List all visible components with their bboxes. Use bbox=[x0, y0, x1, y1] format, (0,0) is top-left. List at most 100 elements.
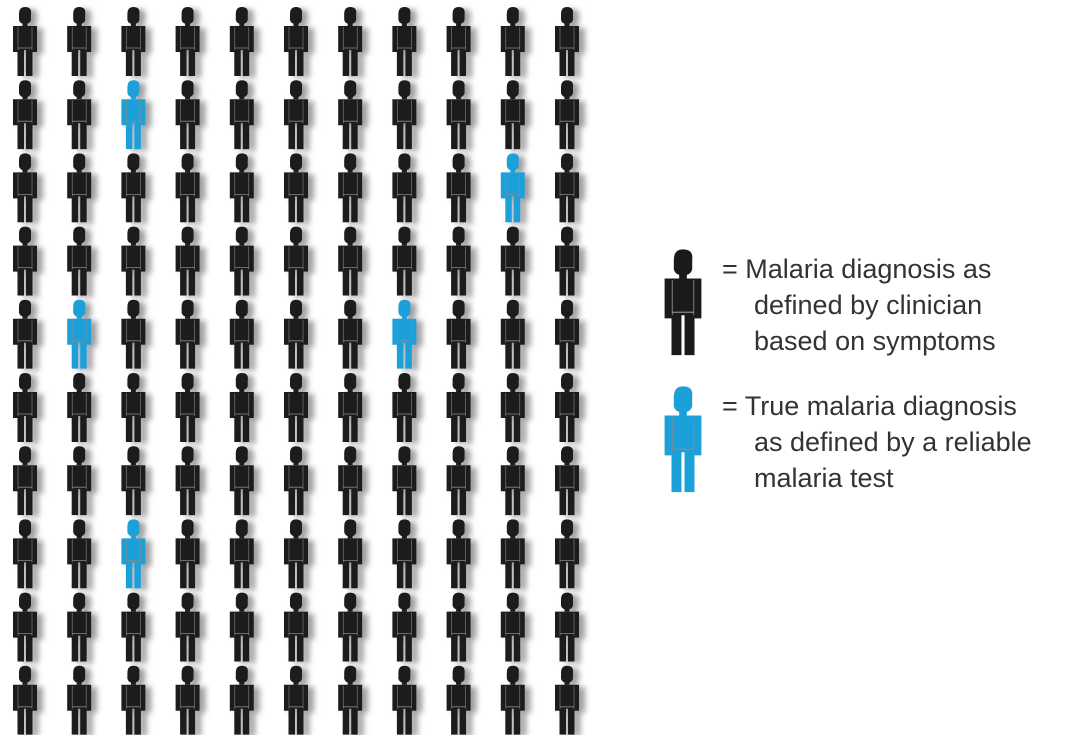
highlighted-person bbox=[391, 299, 417, 369]
person bbox=[66, 79, 92, 150]
person bbox=[229, 152, 255, 223]
person bbox=[446, 592, 472, 662]
person bbox=[391, 665, 417, 735]
person bbox=[121, 445, 146, 516]
person bbox=[66, 152, 92, 223]
person bbox=[12, 226, 38, 296]
person bbox=[500, 299, 526, 369]
person bbox=[12, 665, 38, 735]
person bbox=[229, 445, 255, 516]
highlighted-person bbox=[66, 299, 92, 369]
person bbox=[554, 299, 580, 369]
person bbox=[229, 226, 255, 296]
person bbox=[121, 592, 146, 662]
person bbox=[283, 372, 309, 442]
person bbox=[283, 226, 309, 296]
person bbox=[283, 79, 309, 150]
person bbox=[500, 79, 526, 150]
person bbox=[446, 6, 472, 76]
person bbox=[12, 445, 38, 516]
person bbox=[554, 152, 580, 223]
person bbox=[175, 592, 201, 662]
person bbox=[121, 665, 146, 735]
person bbox=[175, 665, 201, 735]
person bbox=[391, 79, 417, 150]
legend-text: malaria test bbox=[754, 463, 894, 493]
person bbox=[12, 152, 38, 223]
person bbox=[121, 299, 146, 369]
person bbox=[446, 519, 472, 589]
person bbox=[121, 152, 146, 223]
person bbox=[391, 152, 417, 223]
person bbox=[283, 665, 309, 735]
highlighted-person bbox=[500, 152, 526, 223]
person bbox=[554, 519, 580, 589]
person bbox=[554, 665, 580, 735]
person bbox=[554, 226, 580, 296]
person bbox=[446, 299, 472, 369]
person bbox=[121, 6, 146, 76]
person bbox=[554, 592, 580, 662]
person bbox=[229, 592, 255, 662]
person bbox=[337, 226, 363, 296]
person bbox=[12, 592, 38, 662]
person bbox=[175, 519, 201, 589]
person bbox=[283, 519, 309, 589]
legend-icon bbox=[663, 385, 703, 493]
person bbox=[12, 6, 38, 76]
person bbox=[175, 299, 201, 369]
person bbox=[283, 445, 309, 516]
person bbox=[554, 372, 580, 442]
person bbox=[229, 372, 255, 442]
person bbox=[175, 79, 201, 150]
person bbox=[337, 372, 363, 442]
legend-text: defined by clinician bbox=[754, 290, 982, 320]
person bbox=[283, 299, 309, 369]
person bbox=[337, 79, 363, 150]
person bbox=[500, 6, 526, 76]
legend-icon bbox=[663, 248, 703, 356]
person bbox=[66, 372, 92, 442]
person bbox=[175, 372, 201, 442]
person bbox=[446, 372, 472, 442]
person bbox=[337, 6, 363, 76]
person bbox=[337, 299, 363, 369]
person bbox=[229, 6, 255, 76]
person bbox=[391, 226, 417, 296]
person bbox=[337, 152, 363, 223]
highlighted-person bbox=[121, 79, 146, 150]
person bbox=[66, 226, 92, 296]
person bbox=[175, 152, 201, 223]
person bbox=[500, 592, 526, 662]
person bbox=[391, 519, 417, 589]
legend-text: = Malaria diagnosis as bbox=[722, 254, 991, 284]
person bbox=[337, 445, 363, 516]
person bbox=[121, 226, 146, 296]
person bbox=[446, 152, 472, 223]
person bbox=[12, 519, 38, 589]
legend: = Malaria diagnosis as defined by clinici… bbox=[663, 248, 1032, 493]
person bbox=[66, 445, 92, 516]
person bbox=[446, 665, 472, 735]
person bbox=[554, 6, 580, 76]
person bbox=[229, 519, 255, 589]
person bbox=[12, 79, 38, 150]
person bbox=[500, 226, 526, 296]
person bbox=[283, 592, 309, 662]
person bbox=[500, 372, 526, 442]
person bbox=[391, 592, 417, 662]
person bbox=[446, 445, 472, 516]
person bbox=[391, 445, 417, 516]
person bbox=[283, 6, 309, 76]
person bbox=[391, 6, 417, 76]
person bbox=[229, 79, 255, 150]
legend-text: based on symptoms bbox=[754, 326, 996, 356]
person bbox=[229, 299, 255, 369]
person bbox=[66, 592, 92, 662]
person bbox=[66, 6, 92, 76]
person bbox=[446, 226, 472, 296]
person bbox=[175, 445, 201, 516]
person bbox=[66, 665, 92, 735]
person bbox=[500, 519, 526, 589]
